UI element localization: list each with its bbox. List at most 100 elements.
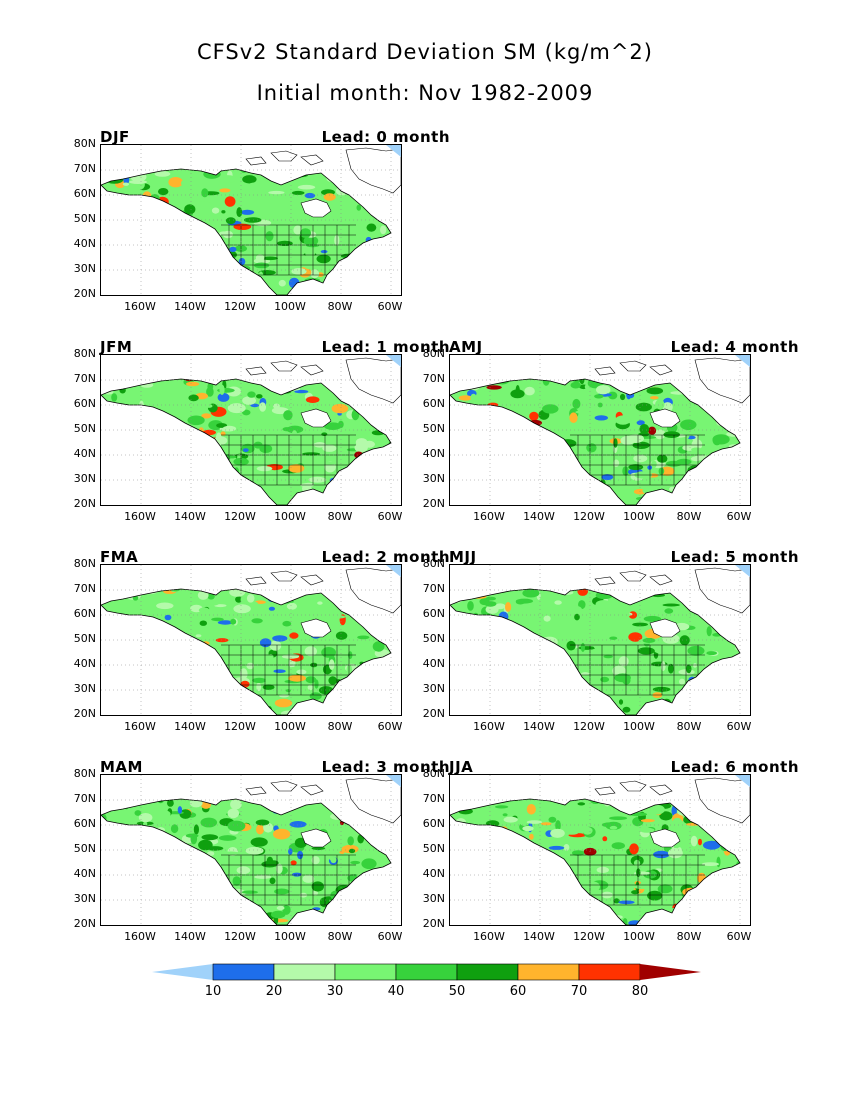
sm-blob <box>621 589 636 591</box>
sm-blob <box>222 851 240 855</box>
sm-blob <box>325 579 329 583</box>
sm-blob <box>451 624 467 635</box>
sm-blob <box>175 664 182 673</box>
sm-blob <box>505 602 512 612</box>
sm-blob <box>639 827 655 833</box>
sm-blob <box>311 856 320 865</box>
sm-blob <box>153 291 168 295</box>
sm-blob <box>156 602 174 610</box>
sm-blob <box>104 829 110 836</box>
sm-blob <box>116 482 125 492</box>
x-tick-label: 60W <box>377 510 403 523</box>
sm-blob <box>728 878 740 885</box>
sm-blob <box>450 862 455 872</box>
y-tick-label: 30N <box>422 472 445 485</box>
sm-blob <box>613 893 629 899</box>
sm-blob <box>486 436 499 442</box>
greenland-edge <box>735 775 750 787</box>
sm-blob <box>717 565 729 567</box>
hudson-bay <box>649 408 681 428</box>
sm-blob <box>578 858 585 865</box>
sm-blob <box>153 578 164 586</box>
sm-blob <box>126 148 135 158</box>
sm-blob <box>522 434 534 445</box>
sm-blob <box>288 848 293 855</box>
sm-blob <box>628 589 637 590</box>
sm-blob <box>241 150 253 157</box>
sm-blob <box>476 615 491 619</box>
colorbar-swatch <box>212 963 275 981</box>
map-panel: JJA Lead: 6 month 80N 70N 60N 50N 40N 30N 20N 1… <box>423 758 799 968</box>
sm-blob <box>681 799 693 806</box>
panel-season: AMJ <box>449 338 483 356</box>
sm-blob <box>534 784 552 788</box>
sm-blob <box>668 848 683 859</box>
colorbar-low-arrow <box>152 964 213 980</box>
sm-blob <box>102 881 108 890</box>
sm-blob <box>258 664 270 669</box>
sm-blob <box>450 841 455 845</box>
sm-blob <box>452 685 462 695</box>
sm-blob <box>103 432 116 442</box>
sm-blob <box>322 368 335 373</box>
sm-blob <box>206 601 219 606</box>
sm-blob <box>548 441 564 447</box>
sm-blob <box>642 638 656 643</box>
colorbar-swatch <box>456 963 519 981</box>
sm-blob <box>711 469 722 480</box>
sm-blob <box>683 802 690 808</box>
sm-blob <box>316 145 326 147</box>
sm-blob <box>341 369 347 377</box>
sm-blob <box>159 413 170 423</box>
sm-blob <box>118 157 132 168</box>
sm-blob <box>206 846 224 851</box>
sm-blob <box>637 647 655 655</box>
sm-blob <box>289 632 299 639</box>
sm-blob <box>564 464 576 469</box>
sm-blob <box>541 569 548 579</box>
sm-blob <box>657 884 673 894</box>
sm-blob <box>653 850 670 859</box>
sm-blob <box>571 580 579 587</box>
sm-blob <box>268 190 285 195</box>
sm-blob <box>453 883 460 893</box>
sm-blob <box>503 675 508 682</box>
sm-blob <box>154 418 163 423</box>
sm-blob <box>571 786 585 795</box>
sm-blob <box>172 857 185 864</box>
sm-blob <box>122 458 134 464</box>
sm-blob <box>192 871 199 875</box>
sm-blob <box>522 589 540 598</box>
greenland-edge <box>735 355 750 367</box>
sm-blob <box>275 592 287 596</box>
y-tick-label: 80N <box>422 557 445 570</box>
sm-blob <box>302 874 315 883</box>
sm-blob <box>489 566 496 571</box>
sm-blob <box>612 609 630 620</box>
sm-blob <box>591 665 607 676</box>
sm-blob <box>140 906 158 917</box>
figure-title: CFSv2 Standard Deviation SM (kg/m^2) <box>197 40 653 64</box>
sm-blob <box>170 794 180 798</box>
sm-blob <box>529 833 534 840</box>
sm-blob <box>596 866 609 873</box>
sm-blob <box>543 615 551 622</box>
sm-blob <box>151 690 160 694</box>
sm-blob <box>362 609 368 613</box>
sm-blob <box>524 708 538 715</box>
sm-blob <box>256 466 273 472</box>
sm-blob <box>482 437 499 443</box>
sm-blob <box>564 472 579 482</box>
y-tick-label: 20N <box>422 497 445 510</box>
sm-blob <box>450 647 462 658</box>
sm-blob <box>450 380 460 387</box>
sm-blob <box>150 239 169 244</box>
sm-blob <box>457 873 470 883</box>
panel-season: MJJ <box>449 548 477 566</box>
graticule <box>450 565 750 715</box>
sm-blob <box>504 708 518 715</box>
arctic-island <box>245 786 267 796</box>
sm-blob <box>353 290 366 295</box>
colorbar-label: 80 <box>631 984 649 999</box>
map-canvas <box>450 355 750 505</box>
